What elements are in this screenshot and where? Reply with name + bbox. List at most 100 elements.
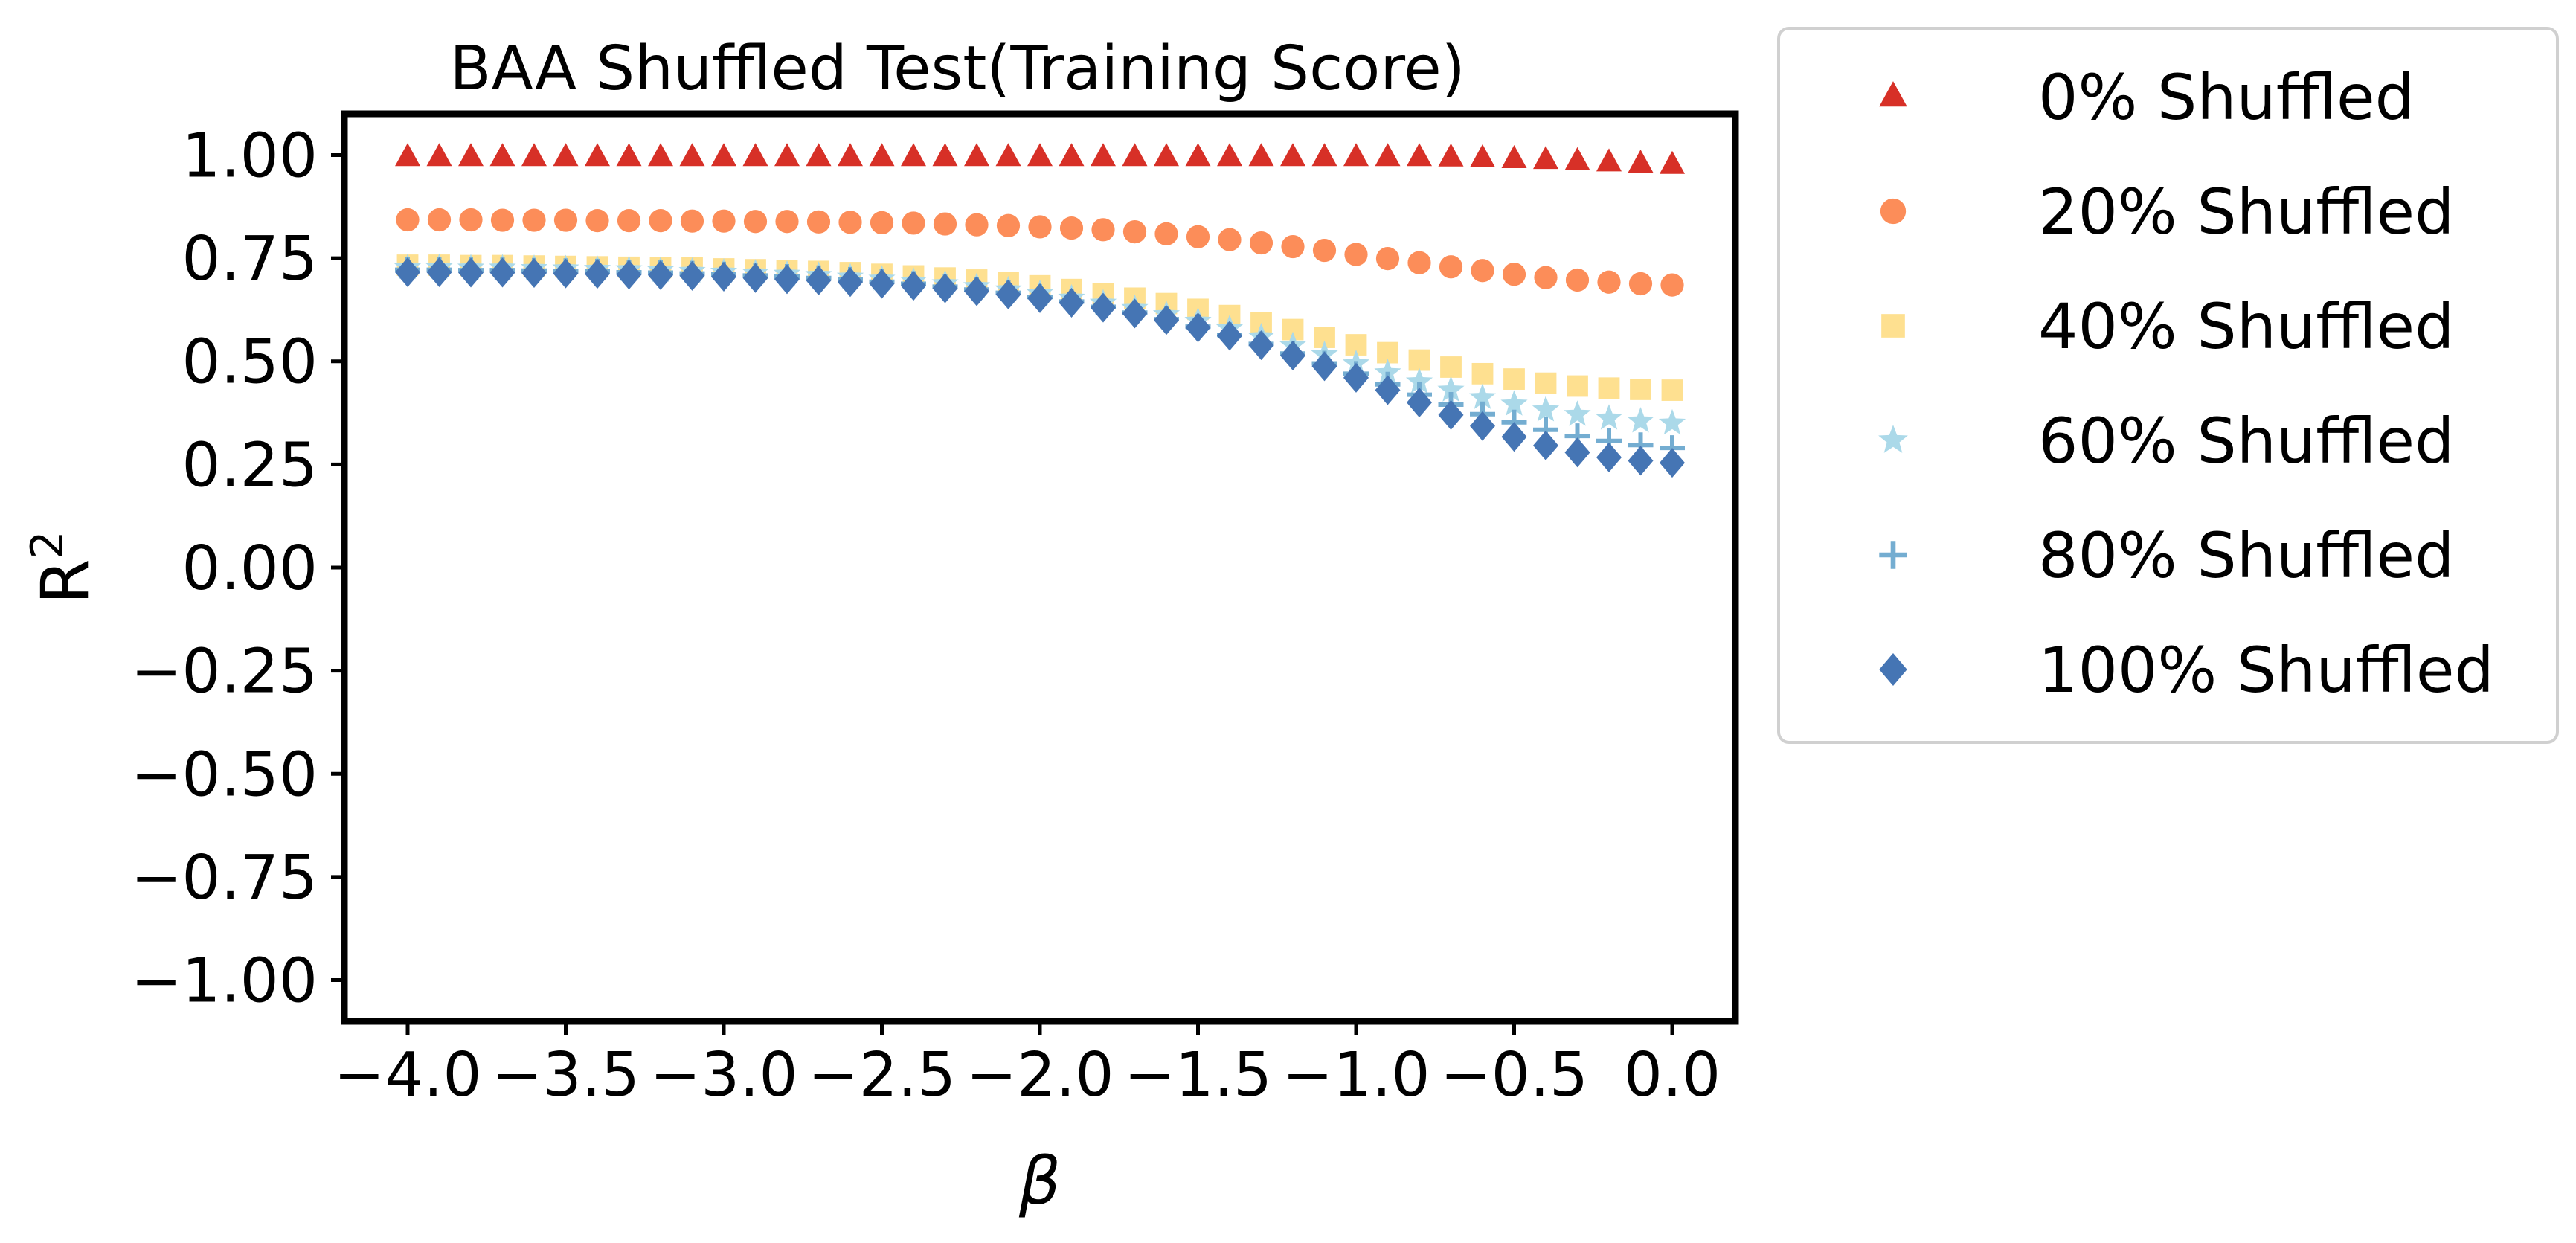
- legend-frame: [1777, 27, 2559, 744]
- data-point: [1564, 400, 1591, 426]
- data-point: [648, 143, 673, 167]
- legend-label: 20% Shuffled: [2038, 176, 2454, 248]
- data-point: [1027, 143, 1053, 167]
- data-point: [838, 143, 863, 167]
- data-point: [869, 269, 895, 299]
- data-point: [1343, 143, 1369, 167]
- data-point: [585, 143, 610, 167]
- data-point: [995, 143, 1021, 167]
- data-point: [1564, 437, 1590, 468]
- data-point: [521, 258, 547, 289]
- data-point: [774, 264, 800, 295]
- data-point: [1501, 422, 1527, 452]
- chart-title: BAA Shuffled Test(Training Score): [449, 33, 1465, 104]
- data-point: [1408, 349, 1430, 371]
- x-tick-label: −2.0: [966, 1040, 1114, 1111]
- data-point: [1154, 305, 1179, 335]
- data-point: [1059, 287, 1085, 318]
- data-point: [396, 208, 420, 232]
- data-point: [1598, 377, 1620, 399]
- x-axis-label: β: [1018, 1143, 1061, 1219]
- data-point: [1502, 263, 1526, 286]
- data-point: [1595, 404, 1623, 430]
- data-point: [711, 143, 736, 167]
- x-tick-label: −3.0: [649, 1040, 797, 1111]
- data-point: [679, 260, 705, 291]
- data-point: [1501, 145, 1527, 168]
- x-tick-label: −3.5: [492, 1040, 640, 1111]
- series-diamond: [395, 257, 1685, 478]
- data-point: [901, 271, 926, 301]
- legend-item: 60% Shuffled: [1878, 405, 2454, 478]
- data-point: [1470, 411, 1495, 441]
- data-point: [996, 213, 1021, 237]
- data-point: [585, 259, 610, 289]
- data-point: [1185, 312, 1211, 343]
- y-tick-label: −1.00: [131, 946, 318, 1017]
- data-point: [1596, 442, 1622, 472]
- legend-marker: [1879, 653, 1907, 686]
- x-axis: −4.0 −3.5 −3.0 −2.5 −2.0 −1.5 −1.0 −0.5 0.0: [333, 1021, 1721, 1111]
- x-tick-label: −1.0: [1282, 1040, 1430, 1111]
- data-point: [742, 143, 768, 167]
- data-point: [1311, 351, 1337, 382]
- data-point: [1535, 372, 1557, 394]
- data-point: [870, 211, 894, 234]
- data-point: [902, 211, 925, 235]
- legend-marker: [1879, 81, 1907, 107]
- data-point: [869, 143, 895, 167]
- data-point: [553, 208, 578, 232]
- legend-label: 40% Shuffled: [2038, 290, 2454, 363]
- data-point: [1503, 368, 1525, 390]
- data-point: [838, 267, 863, 298]
- data-point: [1281, 234, 1305, 259]
- data-point: [1375, 143, 1401, 167]
- data-point: [1091, 292, 1116, 323]
- data-point: [679, 143, 705, 167]
- data-point: [1280, 143, 1305, 167]
- data-point: [1660, 448, 1685, 478]
- data-point: [1468, 383, 1497, 409]
- data-point: [617, 209, 641, 233]
- data-point: [1186, 225, 1210, 248]
- data-point: [1440, 356, 1462, 378]
- data-point: [933, 212, 957, 236]
- legend-label: 60% Shuffled: [2038, 405, 2454, 478]
- data-point: [1154, 222, 1178, 245]
- data-point: [1249, 231, 1273, 255]
- data-point: [1280, 340, 1305, 370]
- data-point: [712, 209, 736, 233]
- data-point: [1027, 283, 1053, 313]
- data-point: [995, 279, 1021, 309]
- data-point: [459, 208, 483, 232]
- data-point: [1091, 218, 1115, 242]
- data-point: [1471, 362, 1494, 385]
- data-point: [743, 210, 768, 234]
- data-point: [1375, 375, 1401, 405]
- data-point: [742, 263, 768, 293]
- data-point: [1374, 359, 1401, 385]
- data-point: [616, 143, 642, 167]
- data-point: [426, 143, 452, 167]
- data-point: [458, 143, 484, 167]
- series-triangle: [395, 143, 1685, 174]
- data-point: [806, 266, 832, 296]
- legend-items: 0% Shuffled 20% Shuffled 40% Shuffled 60% S…: [1878, 61, 2494, 707]
- legend-item: 100% Shuffled: [1879, 634, 2494, 707]
- data-point: [1217, 143, 1242, 167]
- legend-marker: [1878, 425, 1908, 453]
- data-point: [932, 143, 958, 167]
- series-circle: [396, 208, 1684, 297]
- y-axis-label-superscript: 2: [22, 530, 74, 559]
- data-point: [1122, 143, 1148, 167]
- x-tick-label: −0.5: [1440, 1040, 1588, 1111]
- data-point: [1564, 147, 1590, 170]
- data-point: [1439, 255, 1463, 279]
- data-point: [1438, 399, 1464, 430]
- data-point: [1248, 330, 1274, 361]
- data-point: [1628, 150, 1654, 173]
- data-point: [1217, 321, 1242, 351]
- y-tick-label: −0.25: [131, 637, 318, 707]
- data-point: [1059, 216, 1084, 240]
